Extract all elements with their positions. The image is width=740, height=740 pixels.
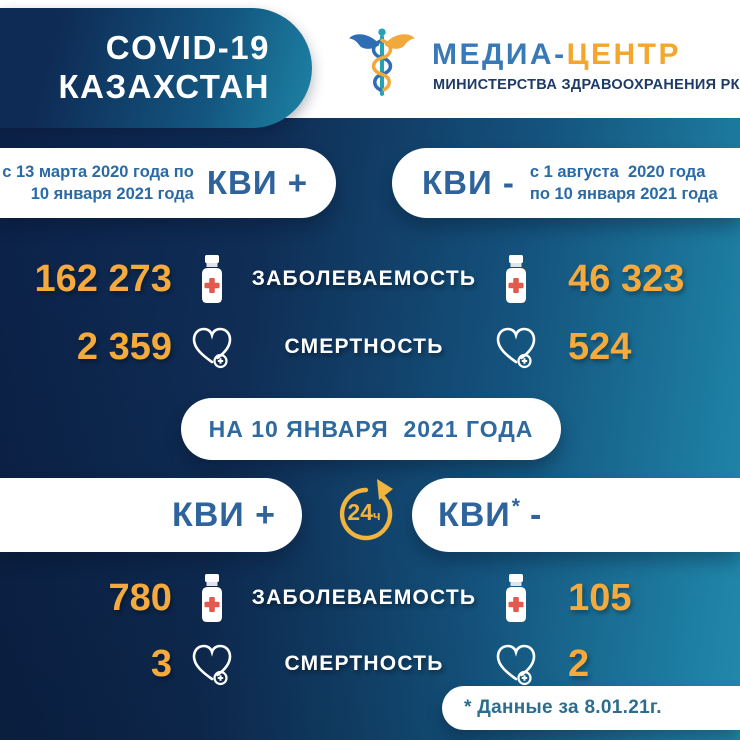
kvi-minus-period: с 1 августа 2020 года по 10 января 2021 … <box>530 161 718 206</box>
daily-kvi-plus-label: КВИ + <box>171 495 276 534</box>
heart-stethoscope-icon <box>172 642 252 686</box>
kvi-minus-period-pill: КВИ - с 1 августа 2020 года по 10 января… <box>392 148 740 218</box>
daily-kvi-minus-word: КВИ <box>438 495 511 534</box>
deaths-label: СМЕРТНОСТЬ <box>284 652 444 675</box>
kvi-minus-label: КВИ - <box>422 164 515 201</box>
daily-kvi-minus-pill: КВИ* - <box>412 478 740 552</box>
kvi-plus-period-line1: с 13 марта 2020 года по <box>2 162 194 181</box>
24h-cycle-icon: 24ч <box>339 479 393 541</box>
brand-title-blue: МЕДИА- <box>432 38 567 71</box>
heart-stethoscope-icon <box>476 325 556 369</box>
kvi-minus-total-cases: 46 323 <box>568 257 685 300</box>
medicine-bottle-icon <box>476 574 556 622</box>
kvi-minus-period-line1: с 1 августа 2020 года <box>529 162 706 181</box>
footnote-pill: * Данные за 8.01.21г. <box>442 686 740 730</box>
covid-title-pill: COVID-19 КАЗАХСТАН <box>0 8 312 128</box>
daily-kvi-minus-label: КВИ* - <box>438 494 543 535</box>
daily-kvi-minus-asterisk: * <box>511 494 521 518</box>
heart-stethoscope-icon <box>476 642 556 686</box>
kvi-plus-period: с 13 марта 2020 года по 10 января 2021 г… <box>2 161 194 206</box>
medicine-bottle-icon <box>476 255 556 303</box>
kvi-minus-daily-cases: 105 <box>568 576 632 619</box>
svg-text:24ч: 24ч <box>347 499 380 525</box>
media-center-logo: МЕДИА-ЦЕНТР МИНИСТЕРСТВА ЗДРАВООХРАНЕНИЯ… <box>338 14 740 114</box>
ministry-subtitle: МИНИСТЕРСТВА ЗДРАВООХРАНЕНИЯ РК <box>433 77 740 93</box>
cumulative-cases-row: 162 273 ЗАБОЛЕВАЕМОСТЬ <box>0 250 740 308</box>
kvi-minus-total-deaths: 524 <box>568 325 632 368</box>
medicine-bottle-icon <box>172 255 252 303</box>
kvi-plus-total-cases: 162 273 <box>34 257 172 300</box>
cases-label: ЗАБОЛЕВАЕМОСТЬ <box>251 586 477 609</box>
cumulative-deaths-row: 2 359 СМЕРТНОСТЬ 524 <box>0 318 740 376</box>
date-banner-pill: НА 10 ЯНВАРЯ 2021 ГОДА <box>181 398 561 460</box>
daily-cases-row: 780 ЗАБОЛЕВАЕМОСТЬ <box>0 570 740 626</box>
heart-stethoscope-icon <box>172 325 252 369</box>
kvi-plus-period-pill: с 13 марта 2020 года по 10 января 2021 г… <box>0 148 336 218</box>
daily-kvi-minus-sign: - <box>529 495 543 534</box>
daily-deaths-row: 3 СМЕРТНОСТЬ 2 <box>0 636 740 692</box>
kvi-plus-total-deaths: 2 359 <box>76 325 172 368</box>
cases-label: ЗАБОЛЕВАЕМОСТЬ <box>251 267 477 290</box>
kvi-plus-label: КВИ + <box>206 164 308 201</box>
brand-title: МЕДИА-ЦЕНТР <box>432 38 681 72</box>
kvi-minus-daily-deaths: 2 <box>568 642 590 685</box>
medicine-bottle-icon <box>172 574 252 622</box>
kvi-plus-period-line2: 10 января 2021 года <box>30 185 194 203</box>
covid-title-line1: COVID-19 <box>105 29 270 67</box>
kvi-plus-daily-deaths: 3 <box>150 642 172 685</box>
covid-title-line2: КАЗАХСТАН <box>58 68 270 105</box>
footnote-text: * Данные за 8.01.21г. <box>464 697 662 718</box>
kvi-plus-daily-cases: 780 <box>108 576 172 619</box>
date-banner-text: НА 10 ЯНВАРЯ 2021 ГОДА <box>208 415 534 442</box>
deaths-label: СМЕРТНОСТЬ <box>284 335 444 358</box>
daily-kvi-plus-pill: КВИ + <box>0 478 302 552</box>
caduceus-icon <box>349 28 415 96</box>
brand-title-yellow: ЦЕНТР <box>566 38 682 71</box>
kvi-minus-period-line2: по 10 января 2021 года <box>529 185 718 203</box>
